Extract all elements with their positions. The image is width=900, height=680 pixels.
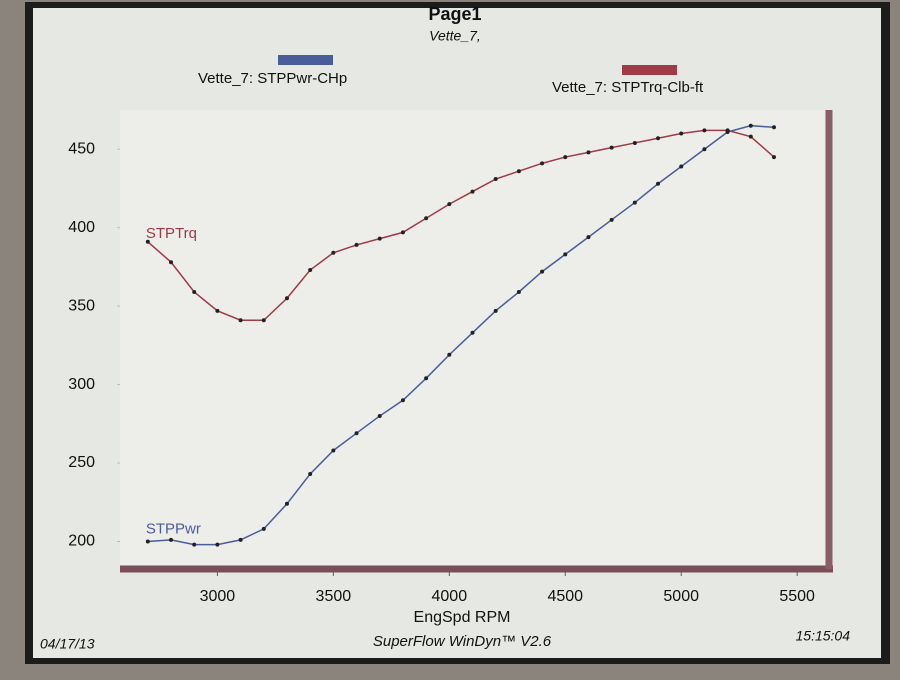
data-point — [563, 252, 568, 257]
data-point — [192, 290, 197, 294]
data-point — [284, 296, 289, 301]
data-point — [145, 539, 150, 544]
chart-subtitle: Vette_7, — [429, 28, 481, 44]
data-point — [169, 537, 174, 542]
x-tick-label: 3500 — [316, 588, 352, 605]
data-point — [261, 526, 266, 531]
data-point — [679, 131, 684, 136]
data-point — [400, 398, 405, 403]
data-point — [516, 169, 521, 174]
data-point — [238, 537, 243, 542]
footer-date: 04/17/13 — [40, 636, 95, 652]
y-tick-label: 400 — [68, 219, 95, 236]
data-point — [725, 128, 730, 133]
y-tick-label: 250 — [68, 454, 95, 471]
data-point — [331, 250, 336, 255]
x-tick-label: 5500 — [779, 588, 815, 605]
data-point — [679, 164, 684, 169]
data-point — [261, 318, 266, 323]
series-annotation: STPTrq — [146, 225, 197, 242]
y-tick-label: 300 — [68, 376, 95, 393]
data-point — [493, 308, 498, 313]
x-tick-label: 3000 — [200, 588, 236, 605]
data-point — [400, 230, 405, 235]
series-line — [147, 124, 775, 546]
data-point — [308, 268, 313, 273]
legend-swatch — [278, 55, 333, 65]
data-point — [609, 145, 614, 150]
x-tick-label: 4000 — [432, 588, 468, 605]
data-point — [424, 376, 429, 381]
plot-area — [120, 110, 825, 565]
data-point — [377, 413, 382, 418]
data-point — [632, 140, 637, 145]
legend-label: Vette_7: STPTrq-Clb-ft — [552, 79, 704, 96]
data-point — [493, 177, 498, 182]
data-point — [632, 200, 637, 205]
data-point — [702, 147, 707, 152]
data-point — [656, 136, 661, 141]
data-point — [284, 501, 289, 506]
data-point — [447, 202, 452, 207]
data-point — [748, 134, 753, 139]
legend-label: Vette_7: STPPwr-CHp — [198, 70, 347, 87]
data-point — [145, 239, 150, 244]
data-point — [470, 189, 475, 194]
footer-software: SuperFlow WinDyn™ V2.6 — [373, 633, 552, 650]
series-line — [147, 129, 775, 321]
data-point — [702, 128, 707, 133]
x-tick-label: 5000 — [663, 588, 699, 605]
footer-time: 15:15:04 — [796, 628, 851, 644]
series-annotation: STPPwr — [146, 520, 201, 537]
x-axis-label: EngSpd RPM — [414, 609, 511, 626]
data-point — [563, 155, 568, 160]
data-point — [609, 217, 614, 222]
data-point — [354, 242, 359, 247]
data-point — [377, 236, 382, 241]
data-point — [424, 216, 429, 221]
data-point — [540, 269, 545, 274]
data-point — [192, 542, 197, 547]
data-point — [771, 155, 776, 160]
y-tick-label: 350 — [68, 297, 95, 314]
data-point — [771, 125, 776, 130]
data-point — [354, 431, 359, 436]
data-point — [586, 235, 591, 240]
chart-title: Page1 — [428, 4, 481, 24]
y-tick-label: 200 — [68, 533, 95, 550]
data-point — [516, 290, 521, 294]
data-point — [238, 318, 243, 323]
y-tick-label: 450 — [68, 140, 95, 157]
data-point — [331, 448, 336, 453]
data-point — [656, 181, 661, 186]
x-tick-label: 4500 — [547, 588, 583, 605]
data-point — [169, 260, 174, 265]
data-point — [470, 330, 475, 335]
legend-swatch — [622, 65, 677, 75]
data-point — [748, 123, 753, 128]
data-point — [447, 352, 452, 357]
data-point — [215, 542, 220, 547]
data-point — [215, 308, 220, 313]
data-point — [586, 150, 591, 155]
data-point — [308, 472, 313, 476]
data-point — [540, 161, 545, 166]
